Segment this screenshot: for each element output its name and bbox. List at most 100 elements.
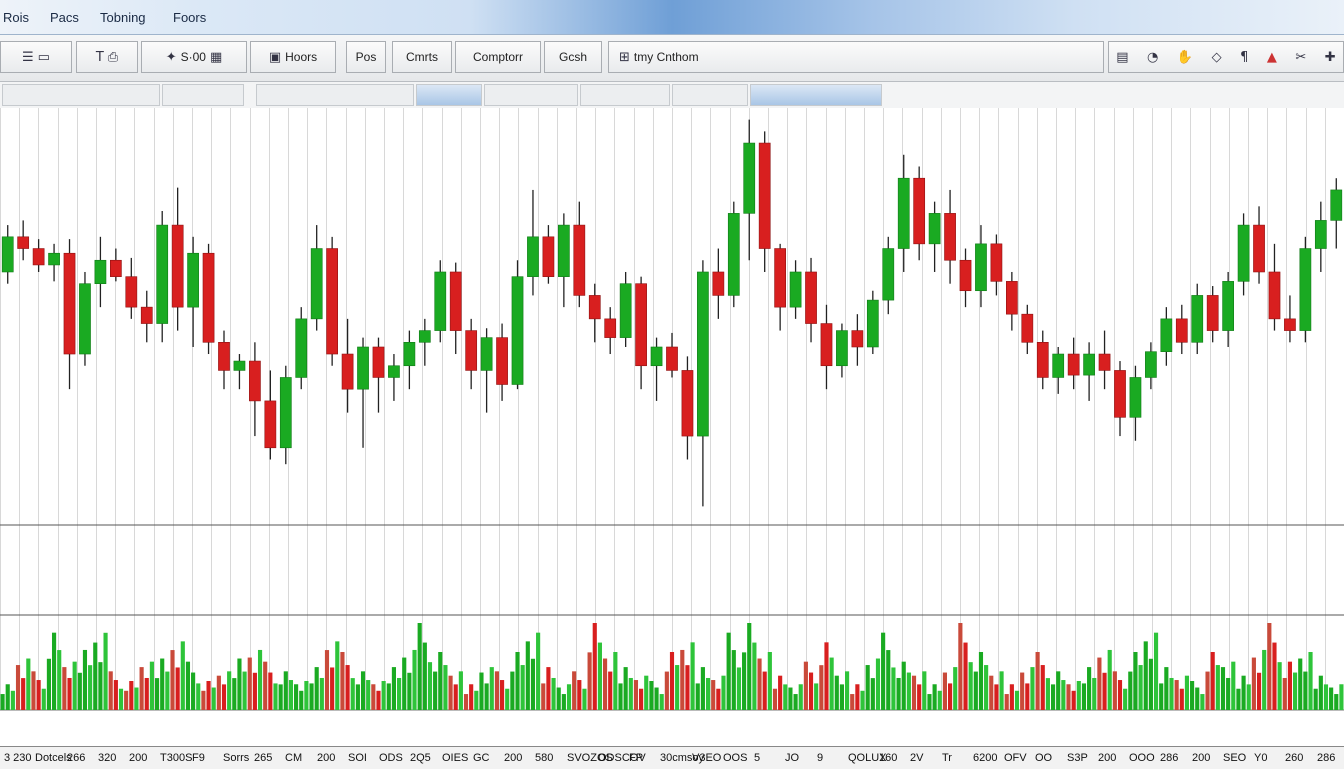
layout-icon[interactable]: ▤	[1116, 50, 1128, 65]
timing-button[interactable]: ⊞ tmy Cnthom	[608, 41, 1104, 73]
candle-down[interactable]	[126, 277, 137, 307]
compare-button[interactable]: Comptorr	[455, 41, 541, 73]
candle-up[interactable]	[898, 178, 909, 248]
candle-up[interactable]	[49, 253, 60, 265]
candle-down[interactable]	[373, 347, 384, 377]
candle-down[interactable]	[821, 324, 832, 366]
candle-up[interactable]	[296, 319, 307, 378]
candle-up[interactable]	[435, 272, 446, 331]
candle-up[interactable]	[651, 347, 662, 366]
hours-button[interactable]: ▣ Hoors	[250, 41, 336, 73]
candle-down[interactable]	[1022, 314, 1033, 342]
candle-up[interactable]	[975, 244, 986, 291]
candle-up[interactable]	[1192, 295, 1203, 342]
candle-down[interactable]	[172, 225, 183, 307]
candle-up[interactable]	[883, 249, 894, 301]
candle-down[interactable]	[1006, 281, 1017, 314]
candle-up[interactable]	[836, 331, 847, 366]
candle-down[interactable]	[265, 401, 276, 448]
candle-down[interactable]	[1284, 319, 1295, 331]
candle-up[interactable]	[95, 260, 106, 283]
candle-down[interactable]	[18, 237, 29, 249]
candle-up[interactable]	[79, 284, 90, 354]
candle-up[interactable]	[311, 249, 322, 319]
pos-button[interactable]: Pos	[346, 41, 386, 73]
candle-down[interactable]	[327, 249, 338, 354]
candle-up[interactable]	[481, 338, 492, 371]
candle-down[interactable]	[574, 225, 585, 295]
candle-up[interactable]	[388, 366, 399, 378]
candle-up[interactable]	[1130, 377, 1141, 417]
diamond-icon[interactable]: ◇	[1212, 50, 1222, 65]
candle-down[interactable]	[713, 272, 724, 295]
candle-up[interactable]	[728, 213, 739, 295]
plus-crosshair-icon[interactable]: ✚	[1325, 50, 1336, 65]
candle-down[interactable]	[218, 342, 229, 370]
candle-down[interactable]	[666, 347, 677, 370]
tab-3[interactable]	[256, 84, 414, 106]
candle-down[interactable]	[33, 249, 44, 265]
candle-down[interactable]	[1176, 319, 1187, 342]
clock-icon[interactable]: ◔	[1147, 50, 1158, 65]
candle-down[interactable]	[110, 260, 121, 276]
tab-2[interactable]	[162, 84, 244, 106]
candle-up[interactable]	[419, 331, 430, 343]
candlestick-chart[interactable]	[0, 108, 1344, 748]
candle-down[interactable]	[805, 272, 816, 324]
candle-down[interactable]	[203, 253, 214, 342]
candle-down[interactable]	[543, 237, 554, 277]
menu-item-foors[interactable]: Foors	[173, 10, 206, 25]
candle-down[interactable]	[914, 178, 925, 244]
candle-up[interactable]	[790, 272, 801, 307]
candle-down[interactable]	[1269, 272, 1280, 319]
tab-8[interactable]	[750, 84, 882, 106]
tab-5[interactable]	[484, 84, 578, 106]
candle-down[interactable]	[1207, 295, 1218, 330]
candle-up[interactable]	[558, 225, 569, 277]
candle-up[interactable]	[1315, 220, 1326, 248]
candle-up[interactable]	[1300, 249, 1311, 331]
candle-down[interactable]	[636, 284, 647, 366]
candle-down[interactable]	[1037, 342, 1048, 377]
candle-up[interactable]	[157, 225, 168, 323]
candle-up[interactable]	[527, 237, 538, 277]
candle-down[interactable]	[141, 307, 152, 323]
candle-down[interactable]	[945, 213, 956, 260]
candle-down[interactable]	[1253, 225, 1264, 272]
shape-tool-icon[interactable]: ¶	[1240, 50, 1248, 65]
candle-down[interactable]	[64, 253, 75, 354]
candle-down[interactable]	[497, 338, 508, 385]
candle-up[interactable]	[280, 377, 291, 447]
menu-item-pacs[interactable]: Pacs	[50, 10, 79, 25]
triangle-alert-icon[interactable]: ▲	[1267, 50, 1277, 65]
candle-down[interactable]	[589, 295, 600, 318]
text-tool-button[interactable]: T ⎙	[76, 41, 138, 73]
candle-up[interactable]	[929, 213, 940, 243]
candle-up[interactable]	[1084, 354, 1095, 375]
candle-up[interactable]	[697, 272, 708, 436]
candle-down[interactable]	[342, 354, 353, 389]
candle-up[interactable]	[2, 237, 13, 272]
candle-down[interactable]	[1099, 354, 1110, 370]
candle-up[interactable]	[744, 143, 755, 213]
candle-down[interactable]	[852, 331, 863, 347]
menu-item-tobning[interactable]: Tobning	[100, 10, 146, 25]
candle-up[interactable]	[1331, 190, 1342, 220]
candle-up[interactable]	[1238, 225, 1249, 281]
menu-item-rois[interactable]: Rois	[3, 10, 29, 25]
candle-down[interactable]	[249, 361, 260, 401]
candle-down[interactable]	[775, 249, 786, 308]
hand-icon[interactable]: ✋	[1177, 50, 1193, 65]
candle-up[interactable]	[1161, 319, 1172, 352]
candle-down[interactable]	[450, 272, 461, 331]
charts-button[interactable]: Cmrts	[392, 41, 452, 73]
candle-up[interactable]	[357, 347, 368, 389]
candle-up[interactable]	[1053, 354, 1064, 377]
candle-down[interactable]	[759, 143, 770, 248]
candle-up[interactable]	[620, 284, 631, 338]
candle-up[interactable]	[234, 361, 245, 370]
candle-down[interactable]	[960, 260, 971, 290]
candle-up[interactable]	[512, 277, 523, 385]
candle-down[interactable]	[466, 331, 477, 371]
bars-tool-button[interactable]: ☰ ▭	[0, 41, 72, 73]
